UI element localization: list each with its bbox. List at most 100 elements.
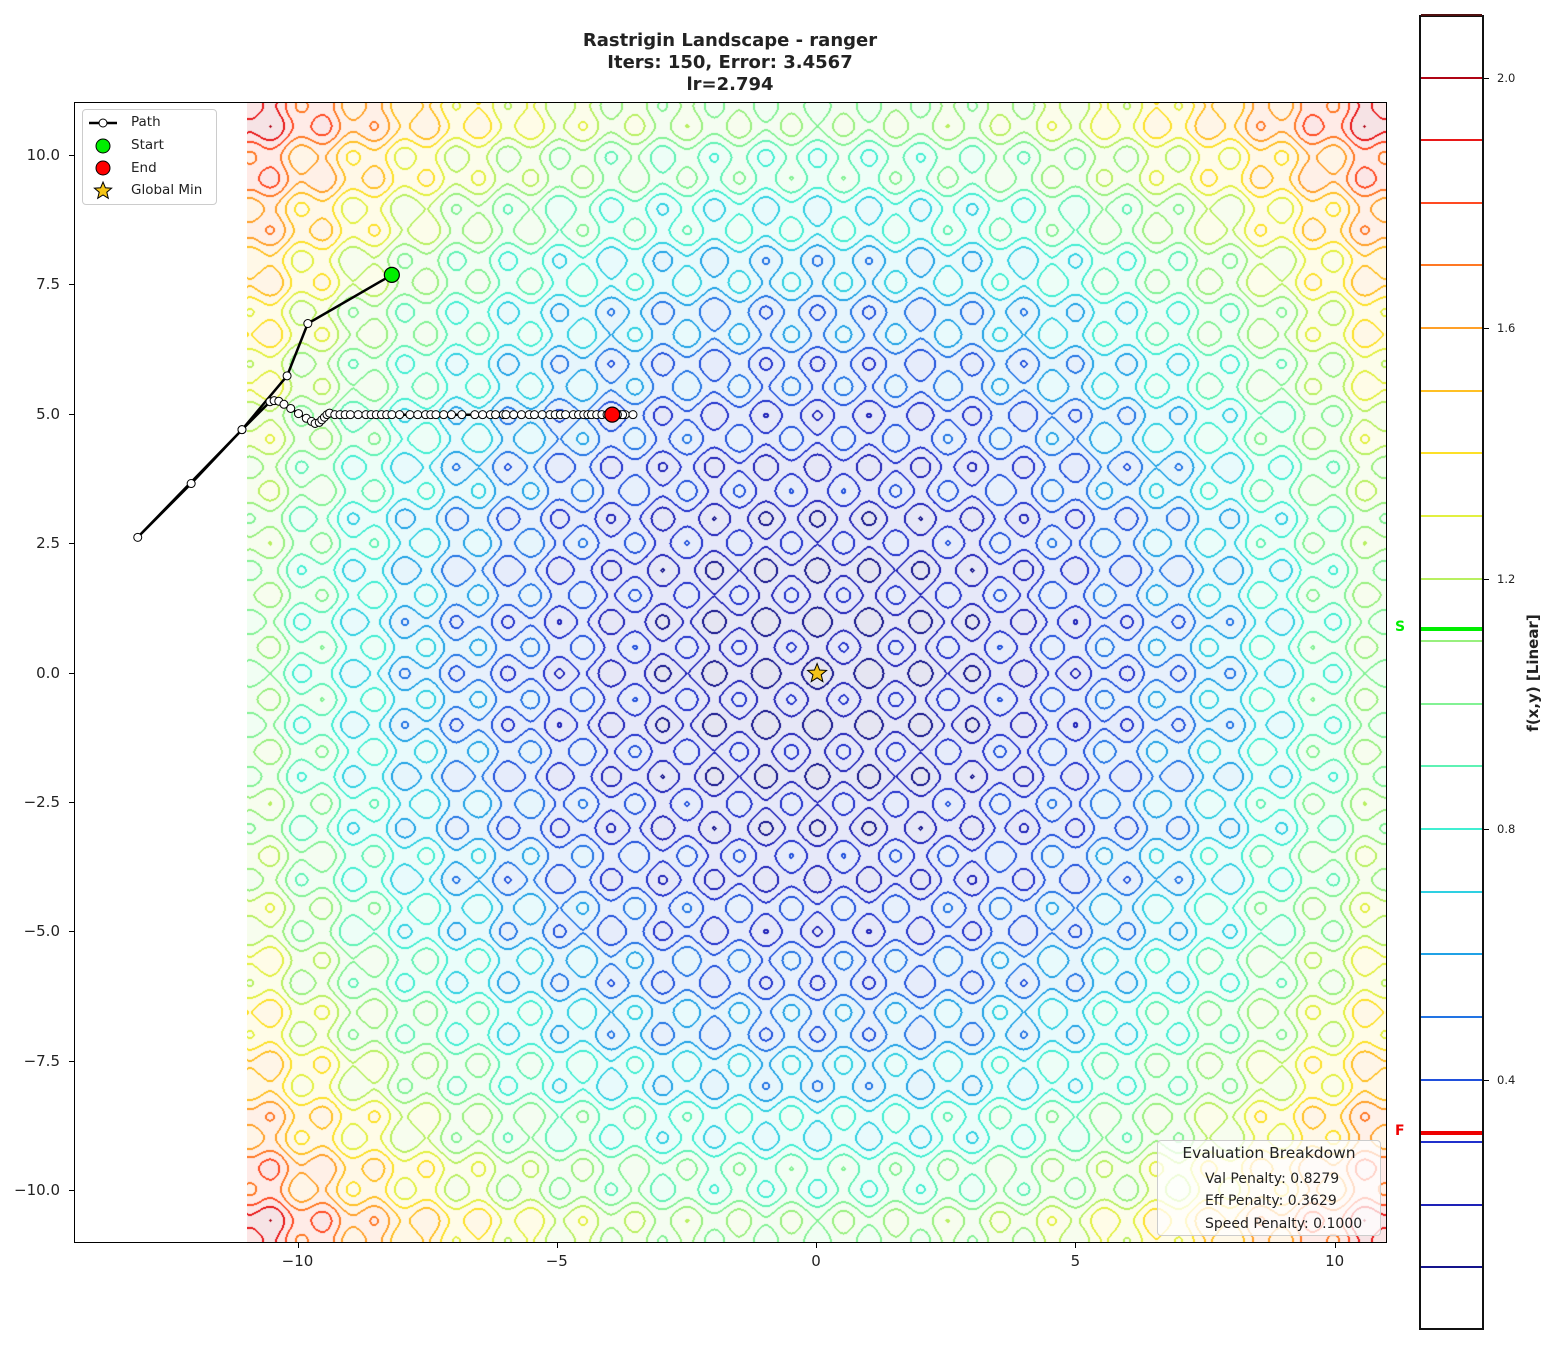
start-marker-line [1421, 626, 1482, 631]
legend-start-marker [95, 138, 111, 154]
x-tick-label: 0 [811, 1252, 821, 1270]
colorbar-level-line [1421, 1078, 1482, 1081]
path-point [413, 410, 423, 420]
legend-label-path: Path [131, 114, 161, 130]
end-marker-line [1421, 1131, 1482, 1136]
path-point [628, 410, 638, 420]
evaluation-breakdown-box: Evaluation Breakdown Val Penalty: 0.8279… [1157, 1140, 1381, 1236]
end-marker [604, 406, 621, 423]
legend-end-marker [95, 160, 111, 176]
colorbar-level-line [1421, 76, 1482, 79]
legend-star-icon [93, 180, 113, 200]
colorbar-start-label: S [1395, 618, 1406, 635]
legend: Path Start End Global Min [82, 109, 217, 205]
chart-title: Rastrigin Landscape - ranger Iters: 150,… [480, 30, 980, 96]
colorbar-level-line [1421, 1015, 1482, 1018]
colorbar-tick-mark [1484, 578, 1489, 580]
colorbar-level-line [1421, 1141, 1482, 1144]
legend-label-global-min: Global Min [131, 182, 203, 198]
title-line-2: Iters: 150, Error: 3.4567 [607, 52, 853, 73]
colorbar-level-line [1421, 139, 1482, 142]
x-tick-label: −10 [281, 1252, 314, 1270]
x-tick-label: 10 [1325, 1252, 1345, 1270]
val-penalty: Val Penalty: 0.8279 [1205, 1171, 1340, 1187]
path-point [501, 410, 511, 420]
start-marker [383, 266, 400, 283]
colorbar-end-label: F [1395, 1123, 1405, 1140]
y-tick-mark [69, 413, 74, 415]
y-tick-label: 10.0 [26, 145, 60, 164]
colorbar-level-line [1421, 828, 1482, 831]
path-point [395, 410, 405, 420]
title-line-1: Rastrigin Landscape - ranger [582, 30, 878, 51]
path-point [431, 410, 441, 420]
y-tick-mark [69, 1060, 74, 1062]
colorbar-level-line [1421, 327, 1482, 330]
y-tick-mark [69, 1190, 74, 1192]
colorbar-level-line [1421, 765, 1482, 768]
path-point [439, 410, 449, 420]
path-point [282, 371, 292, 381]
colorbar-level-line [1421, 640, 1482, 643]
colorbar-tick-label: 1.6 [1497, 321, 1516, 336]
path-point [387, 410, 397, 420]
path-point [537, 410, 547, 420]
colorbar-tick-label: 0.4 [1497, 1072, 1516, 1087]
colorbar-level-line [1421, 389, 1482, 392]
path-point [529, 410, 539, 420]
y-tick-label: 0.0 [36, 663, 60, 682]
legend-path-marker [98, 118, 108, 128]
y-tick-mark [69, 672, 74, 674]
x-tick-mark [297, 1243, 299, 1248]
colorbar-level-line [1421, 452, 1482, 455]
title-line-3: lr=2.794 [686, 74, 774, 95]
colorbar-tick-mark [1484, 829, 1489, 831]
y-tick-mark [69, 284, 74, 286]
optimizer-path-line [136, 273, 633, 539]
legend-label-end: End [131, 160, 157, 176]
y-tick-mark [69, 154, 74, 156]
path-point [186, 479, 196, 489]
path-point [279, 399, 289, 409]
x-tick-mark [1075, 1243, 1077, 1248]
y-tick-label: 2.5 [36, 534, 60, 553]
path-point [561, 410, 571, 420]
path-point [353, 410, 363, 420]
path-point [491, 410, 501, 420]
path-point [446, 410, 456, 420]
path-point [286, 403, 296, 413]
y-tick-label: −7.5 [23, 1051, 60, 1070]
colorbar-level-line [1421, 514, 1482, 517]
legend-symbols [89, 118, 117, 200]
path-point [133, 532, 143, 542]
path-point [303, 319, 313, 329]
x-tick-label: 5 [1070, 1252, 1081, 1270]
path-point [405, 410, 415, 420]
y-tick-label: 7.5 [36, 275, 60, 294]
y-tick-label: 5.0 [36, 404, 60, 423]
colorbar-level-line [1421, 14, 1482, 16]
y-tick-label: −5.0 [23, 922, 60, 941]
colorbar-tick-label: 1.2 [1497, 571, 1516, 586]
path-point [470, 410, 480, 420]
y-tick-label: −2.5 [23, 792, 60, 811]
global-min-star-marker [806, 662, 828, 683]
y-tick-mark [69, 543, 74, 545]
y-tick-mark [69, 801, 74, 803]
x-tick-mark [816, 1243, 818, 1248]
evaluation-title: Evaluation Breakdown [1182, 1144, 1356, 1162]
legend-label-start: Start [131, 137, 164, 153]
colorbar-level-line [1421, 264, 1482, 267]
path-point [509, 410, 519, 420]
colorbar-level-line [1421, 702, 1482, 705]
eff-penalty: Eff Penalty: 0.3629 [1205, 1193, 1337, 1209]
colorbar-tick-mark [1484, 1079, 1489, 1081]
x-tick-mark [1334, 1243, 1336, 1248]
colorbar-level-line [1421, 1203, 1482, 1206]
x-tick-mark [556, 1243, 558, 1248]
colorbar-tick-label: 2.0 [1497, 70, 1516, 85]
path-point [237, 425, 247, 435]
path-point [345, 410, 355, 420]
y-tick-label: −10.0 [14, 1181, 60, 1200]
colorbar-tick-mark [1484, 328, 1489, 330]
